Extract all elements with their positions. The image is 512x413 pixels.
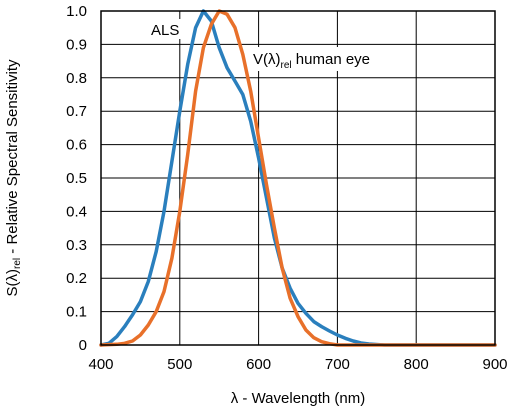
- y-tick-label: 0.2: [66, 270, 87, 287]
- y-axis-title: S(λ)rel - Relative Spectral Sensitivity: [4, 59, 23, 297]
- y-tick-label: 0.8: [66, 70, 87, 87]
- als-curve: [99, 9, 497, 347]
- y-tick-label: 0.7: [66, 103, 87, 120]
- y-tick-label: 0.9: [66, 36, 87, 53]
- series-lines: [99, 9, 497, 347]
- y-tick-label: 1.0: [66, 3, 87, 20]
- eye-label-rest: human eye: [292, 51, 370, 68]
- x-tick-labels: 400 500 600 700 800 900: [88, 356, 507, 373]
- x-tick-label: 700: [325, 356, 350, 373]
- x-tick-label: 800: [404, 356, 429, 373]
- y-tick-labels: 0 0.1 0.2 0.3 0.4 0.5 0.6 0.7 0.8 0.9 1.0: [66, 3, 87, 354]
- y-tick-label: 0.3: [66, 237, 87, 254]
- y-axis-title-rest: - Relative Spectral Sensitivity: [4, 59, 21, 258]
- als-label: ALS: [151, 22, 179, 39]
- x-tick-label: 600: [246, 356, 271, 373]
- x-tick-label: 900: [482, 356, 507, 373]
- x-tick-label: 400: [88, 356, 113, 373]
- eye-label-main: V(λ): [253, 51, 281, 68]
- y-axis-title-main: S(λ): [4, 269, 21, 297]
- y-tick-label: 0.1: [66, 304, 87, 321]
- plot-frame: [100, 10, 496, 346]
- human-eye-curve: [99, 9, 497, 347]
- y-tick-label: 0.5: [66, 170, 87, 187]
- y-tick-label: 0.4: [66, 203, 87, 220]
- y-tick-label: 0.6: [66, 137, 87, 154]
- als-label-bg: [148, 19, 188, 39]
- x-axis-title: λ - Wavelength (nm): [231, 390, 365, 407]
- eye-label-sub: rel: [281, 60, 292, 71]
- eye-label: V(λ)rel human eye: [253, 51, 370, 71]
- eye-label-bg: [250, 47, 405, 71]
- y-axis-title-sub: rel: [12, 258, 23, 269]
- x-tick-label: 500: [167, 356, 192, 373]
- y-tick-label: 0: [79, 337, 87, 354]
